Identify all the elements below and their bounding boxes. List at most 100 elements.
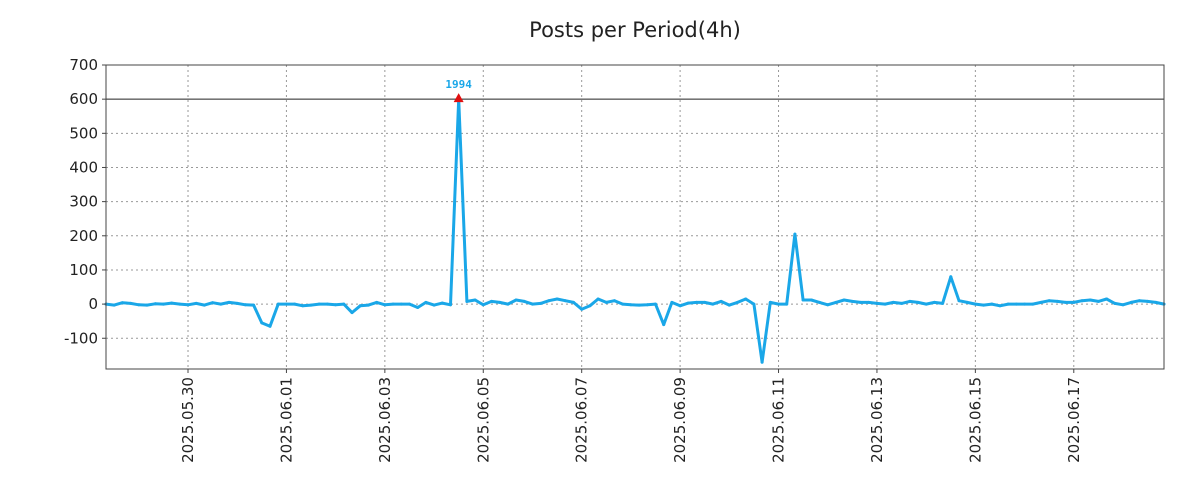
data-point [711, 302, 715, 306]
y-axis: 700 600 500 400 300 200 100 0 -100 [64, 56, 106, 347]
data-point [391, 302, 395, 306]
data-point [366, 303, 370, 307]
x-axis: 2025.05.30 2025.06.01 2025.06.03 2025.06.05… [179, 369, 1083, 463]
data-point [1146, 299, 1150, 303]
y-tick-label: 500 [69, 124, 98, 142]
x-tick-label: 2025.06.11 [770, 377, 788, 463]
data-point [727, 303, 731, 307]
data-point [424, 300, 428, 304]
data-point [153, 302, 157, 306]
data-point [645, 303, 649, 307]
data-point [785, 302, 789, 306]
data-point [481, 303, 485, 307]
data-point [432, 303, 436, 307]
series-group [104, 97, 1166, 364]
data-point [613, 299, 616, 303]
data-point [686, 301, 690, 305]
x-tick-label: 2025.06.09 [671, 377, 689, 463]
data-point [137, 303, 141, 307]
data-point [129, 301, 133, 305]
data-point [334, 303, 338, 307]
data-point [416, 306, 420, 309]
data-point [744, 297, 748, 301]
data-point [252, 303, 256, 307]
data-point [1014, 302, 1018, 306]
data-point [900, 301, 904, 305]
data-point [662, 323, 666, 327]
data-point [301, 304, 305, 308]
series-line-0 [104, 97, 1166, 364]
data-point [194, 301, 198, 305]
data-point [752, 302, 756, 306]
data-point [777, 302, 780, 306]
data-point [768, 300, 772, 304]
data-point [1096, 299, 1100, 303]
data-point [834, 300, 838, 304]
data-point [621, 302, 625, 306]
data-point [1055, 299, 1059, 303]
data-point [563, 299, 567, 303]
data-point [317, 302, 321, 306]
data-point [186, 303, 190, 307]
data-point [260, 321, 264, 325]
data-point [924, 302, 928, 306]
y-tick-label: 400 [69, 158, 98, 176]
data-point [399, 302, 403, 306]
data-point [227, 300, 231, 304]
data-point [1064, 300, 1068, 304]
data-point [375, 300, 379, 304]
data-point [867, 300, 871, 304]
data-point [695, 300, 698, 304]
data-point [941, 301, 945, 305]
data-point [736, 300, 739, 304]
data-point [908, 299, 912, 303]
x-tick-label: 2025.06.17 [1065, 377, 1083, 463]
data-point [1137, 299, 1141, 303]
data-point [859, 300, 862, 304]
data-point [588, 304, 592, 308]
data-point [1105, 297, 1109, 301]
data-point [670, 300, 674, 304]
data-point [596, 297, 600, 301]
data-point [678, 304, 682, 308]
x-tick-label: 2025.05.30 [179, 377, 197, 463]
data-point [235, 301, 239, 305]
y-tick-label: 600 [69, 90, 98, 108]
data-point [801, 298, 805, 302]
data-point [654, 302, 657, 306]
data-point [629, 303, 633, 307]
data-point [932, 300, 936, 304]
data-point [178, 302, 182, 306]
data-point [268, 324, 272, 328]
data-point [990, 302, 994, 306]
data-point [449, 303, 452, 307]
data-point [440, 301, 444, 305]
data-point [826, 303, 830, 307]
data-point [490, 299, 493, 303]
data-point [883, 302, 887, 306]
data-point [973, 302, 977, 306]
data-point [1088, 298, 1092, 302]
data-point [498, 300, 502, 304]
data-point [580, 307, 584, 311]
data-point [760, 360, 764, 364]
x-tick-label: 2025.06.05 [474, 377, 492, 463]
data-point [170, 301, 174, 305]
data-point [891, 300, 895, 304]
data-point [818, 300, 821, 304]
data-point [719, 299, 723, 303]
x-tick-label: 2025.06.07 [573, 377, 591, 463]
peak-marker [453, 93, 464, 103]
x-tick-label: 2025.06.13 [868, 377, 886, 463]
data-point [850, 299, 854, 303]
data-point [120, 301, 124, 305]
data-point [1047, 299, 1051, 303]
data-point [531, 302, 534, 306]
data-point [1039, 300, 1043, 304]
data-point [793, 232, 797, 236]
data-point [506, 302, 510, 306]
data-point [202, 303, 206, 307]
data-point [473, 298, 477, 302]
data-point [465, 299, 469, 303]
